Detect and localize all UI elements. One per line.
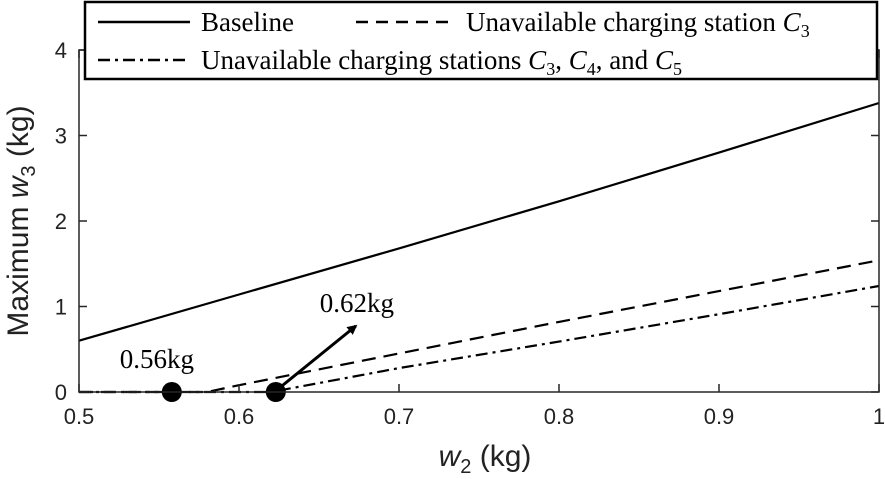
legend-box	[83, 0, 879, 81]
series-line-0	[78, 101, 880, 342]
legend: Baseline Unavailable charging station C3…	[83, 0, 879, 81]
annotation-label-0: 0.56kg	[120, 344, 194, 374]
y-axis-label: Maximum w3 (kg)	[2, 105, 40, 336]
y-tick-label-0: 0	[55, 380, 67, 405]
y-tick-label-2: 2	[55, 209, 67, 234]
x-tick-label-3: 0.8	[544, 404, 575, 429]
y-tick-label-3: 3	[55, 124, 67, 149]
annotation-label-1: 0.62kg	[320, 288, 394, 318]
legend-label-c345: Unavailable charging stations C3, C4, an…	[201, 45, 682, 79]
x-axis-label: w2 (kg)	[439, 440, 532, 478]
x-tick-label-2: 0.7	[384, 404, 415, 429]
legend-label-c3: Unavailable charging station C3	[466, 7, 810, 41]
x-tick-label-4: 0.9	[704, 404, 735, 429]
plot-area	[79, 50, 879, 392]
legend-label-baseline: Baseline	[201, 7, 294, 37]
x-tick-label-1: 0.6	[224, 404, 255, 429]
x-tick-label-0: 0.5	[64, 404, 95, 429]
annotation-arrow	[280, 324, 358, 388]
x-tick-label-5: 1	[873, 404, 885, 429]
annotation-layer: 0.56kg 0.62kg	[120, 288, 394, 388]
y-tick-label-1: 1	[55, 295, 67, 320]
y-tick-label-4: 4	[55, 38, 67, 63]
tick-layer: 0.5 0.6 0.7 0.8 0.9 1 0 1 2 3 4	[55, 38, 885, 429]
